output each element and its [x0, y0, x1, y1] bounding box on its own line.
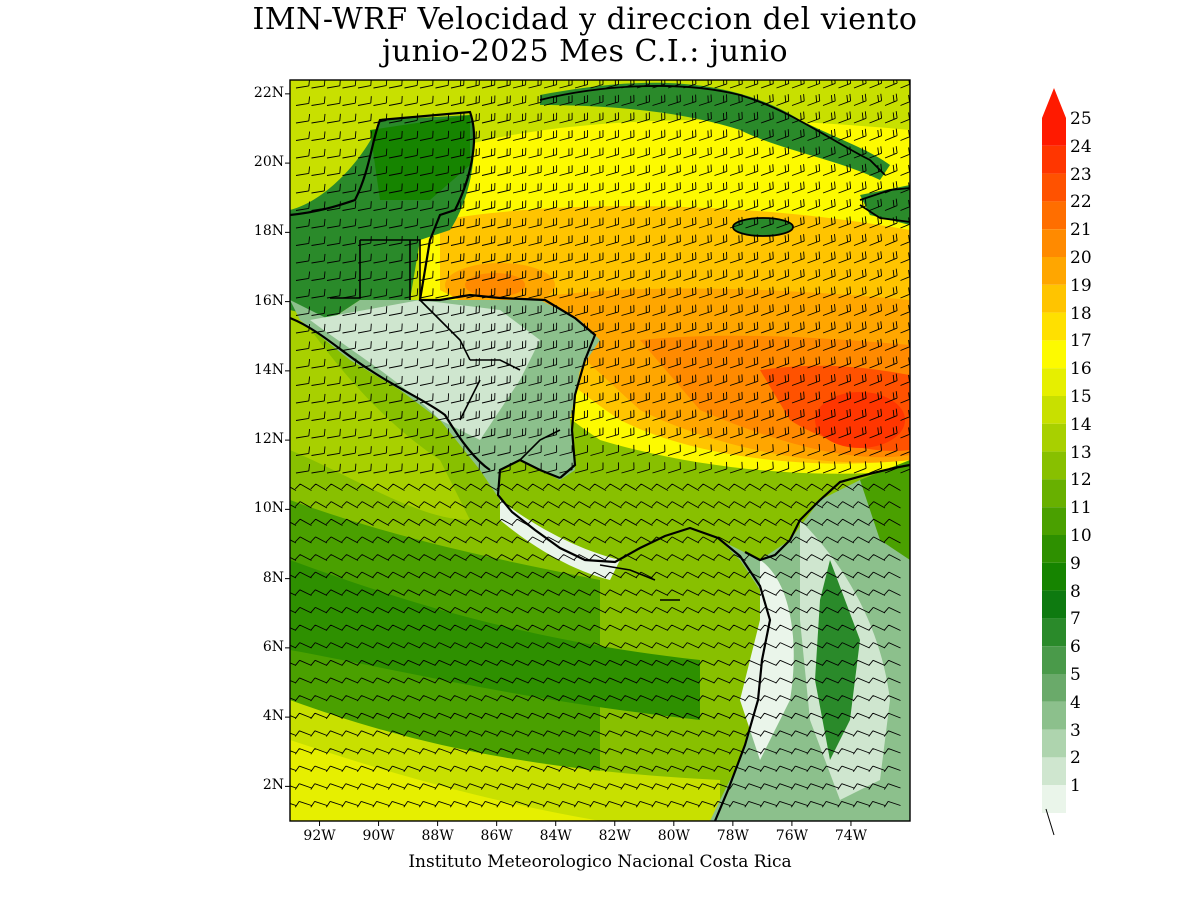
lat-label: 4N — [262, 708, 284, 725]
colorbar-swatch — [1042, 479, 1066, 508]
lon-label: 82W — [598, 828, 631, 844]
lon-label: 90W — [362, 828, 395, 844]
axis-ticks — [285, 93, 852, 826]
colorbar-label: 18 — [1070, 303, 1092, 324]
colorbar-label: 12 — [1070, 470, 1092, 491]
colorbar-barb-glyph — [1045, 808, 1055, 836]
colorbar-swatch — [1042, 340, 1066, 369]
coastlines — [290, 85, 910, 821]
map-title-line1: IMN-WRF Velocidad y direccion del viento — [252, 2, 918, 37]
wind-barbs — [290, 80, 910, 808]
colorbar-label: 2 — [1070, 748, 1081, 769]
colorbar-swatch — [1042, 451, 1066, 480]
colorbar-swatch — [1042, 785, 1066, 813]
lon-label: 78W — [716, 828, 749, 844]
colorbar-swatch — [1042, 618, 1066, 647]
lat-label: 2N — [262, 777, 284, 794]
lat-label: 16N — [253, 292, 284, 309]
colorbar-label: 6 — [1070, 637, 1081, 658]
colorbar-label: 20 — [1070, 248, 1092, 268]
colorbar-label: 16 — [1070, 359, 1092, 380]
colorbar-label: 11 — [1070, 498, 1092, 519]
colorbar-label: 3 — [1070, 720, 1081, 741]
colorbar-swatch — [1042, 312, 1066, 341]
colorbar-swatch — [1042, 590, 1066, 619]
colorbar-label: 4 — [1070, 692, 1081, 713]
lat-label: 8N — [262, 569, 284, 586]
colorbar-swatch — [1042, 507, 1066, 535]
colorbar-swatch — [1042, 423, 1066, 452]
map-frame — [289, 79, 911, 822]
lon-label: 80W — [657, 828, 690, 844]
lon-label: 86W — [480, 828, 513, 844]
colorbar-swatch — [1042, 201, 1066, 230]
lat-label: 20N — [253, 154, 284, 171]
colorbar-label: 25 — [1070, 109, 1092, 129]
colorbar-swatch — [1042, 646, 1066, 674]
colorbar-swatch — [1042, 562, 1066, 591]
colorbar-swatch — [1042, 229, 1066, 257]
colorbar-label: 14 — [1070, 414, 1092, 435]
colorbar-label: 19 — [1070, 275, 1092, 296]
colorbar-swatch — [1042, 173, 1066, 202]
colorbar-swatch — [1042, 368, 1066, 396]
lat-label: 12N — [253, 431, 284, 448]
colorbar-label: 22 — [1070, 192, 1092, 213]
colorbar-label: 9 — [1070, 553, 1081, 574]
lon-label: 76W — [775, 828, 808, 844]
wind-speed-field — [290, 80, 910, 821]
lat-label: 14N — [253, 361, 284, 378]
colorbar-swatch — [1042, 257, 1066, 285]
colorbar-swatch — [1042, 284, 1066, 313]
lat-label: 6N — [262, 638, 284, 655]
colorbar-label: 7 — [1070, 609, 1081, 630]
colorbar-label: 24 — [1070, 136, 1092, 157]
colorbar-swatch — [1042, 535, 1066, 563]
colorbar-label: 1 — [1070, 776, 1081, 797]
lat-label: 22N — [253, 84, 284, 101]
colorbar-label: 21 — [1070, 220, 1092, 241]
colorbar-label: 8 — [1070, 581, 1081, 602]
lon-label: 84W — [539, 828, 572, 844]
lon-label: 74W — [834, 828, 868, 844]
colorbar-arrow — [1042, 88, 1066, 118]
wind-barb-set — [290, 80, 910, 808]
lon-label: 92W — [303, 828, 336, 844]
lat-label: 18N — [253, 223, 284, 240]
colorbar — [1042, 88, 1066, 836]
colorbar-label: 5 — [1070, 665, 1081, 685]
colorbar-swatch — [1042, 118, 1066, 146]
colorbar-label: 23 — [1070, 164, 1092, 185]
colorbar-label: 15 — [1070, 387, 1092, 407]
colorbar-swatch — [1042, 396, 1066, 424]
colorbar-swatch — [1042, 701, 1066, 730]
colorbar-swatch — [1042, 674, 1066, 702]
colorbar-label: 10 — [1070, 526, 1092, 546]
colorbar-swatch — [1042, 757, 1066, 786]
lat-label: 10N — [253, 500, 284, 517]
colorbar-swatch — [1042, 145, 1066, 174]
map-title-line2: junio-2025 Mes C.I.: junio — [381, 34, 789, 69]
lon-label: 88W — [421, 828, 454, 844]
colorbar-swatch — [1042, 729, 1066, 758]
colorbar-label: 17 — [1070, 331, 1092, 352]
credit-text: Instituto Meteorologico Nacional Costa R… — [408, 852, 792, 872]
colorbar-label: 13 — [1070, 442, 1092, 463]
